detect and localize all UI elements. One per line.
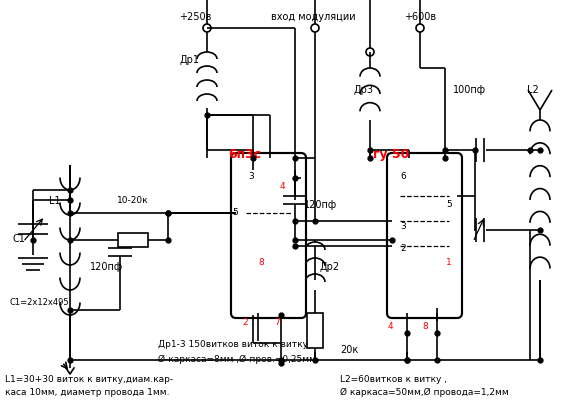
Bar: [118, 233, 148, 247]
Text: L2: L2: [527, 85, 539, 95]
Text: 3: 3: [400, 222, 406, 231]
Text: каса 10мм, диаметр провода 1мм.: каса 10мм, диаметр провода 1мм.: [5, 388, 169, 397]
Text: L2=60витков к витку ,: L2=60витков к витку ,: [340, 375, 447, 384]
Text: 7: 7: [274, 318, 280, 327]
Text: 20к: 20к: [340, 345, 358, 355]
Text: 4: 4: [387, 322, 393, 331]
Text: вход модуляции: вход модуляции: [271, 12, 355, 22]
Text: Др2: Др2: [320, 262, 340, 272]
Text: Ø каркаса=50мм,Ø провода=1,2мм: Ø каркаса=50мм,Ø провода=1,2мм: [340, 388, 509, 397]
Text: 2: 2: [242, 318, 248, 327]
Text: Др1: Др1: [179, 55, 199, 65]
Text: 1: 1: [446, 258, 452, 267]
FancyBboxPatch shape: [231, 153, 306, 318]
Text: Ø-каркаса=8мм ,Ø-пров.=0,25мм: Ø-каркаса=8мм ,Ø-пров.=0,25мм: [158, 355, 316, 364]
Text: 2: 2: [400, 244, 406, 253]
Text: 3: 3: [248, 172, 254, 181]
Text: 4: 4: [280, 182, 286, 191]
Text: C1: C1: [13, 234, 25, 244]
Text: 8: 8: [258, 258, 264, 267]
Text: гу 50: гу 50: [373, 148, 409, 161]
Text: 6: 6: [400, 172, 406, 181]
FancyBboxPatch shape: [387, 153, 462, 318]
Text: 8: 8: [422, 322, 428, 331]
Text: 5: 5: [232, 208, 238, 217]
Text: 120пф: 120пф: [90, 262, 124, 272]
Text: Др3: Др3: [353, 85, 373, 95]
Text: +250в: +250в: [179, 12, 211, 22]
Text: +600в: +600в: [404, 12, 436, 22]
Text: 100пф: 100пф: [453, 85, 486, 95]
Text: 6п3с: 6п3с: [228, 148, 261, 161]
Bar: [307, 313, 323, 348]
Text: C1=2x12x495: C1=2x12x495: [10, 298, 69, 307]
Text: 5: 5: [446, 200, 452, 209]
Text: 10-20к: 10-20к: [117, 196, 149, 205]
Text: 120пф: 120пф: [304, 200, 337, 210]
Text: Др1-3 150витков виток к витку: Др1-3 150витков виток к витку: [158, 340, 308, 349]
Text: L1: L1: [49, 196, 61, 206]
Text: L1=30+30 виток к витку,диам.кар-: L1=30+30 виток к витку,диам.кар-: [5, 375, 173, 384]
